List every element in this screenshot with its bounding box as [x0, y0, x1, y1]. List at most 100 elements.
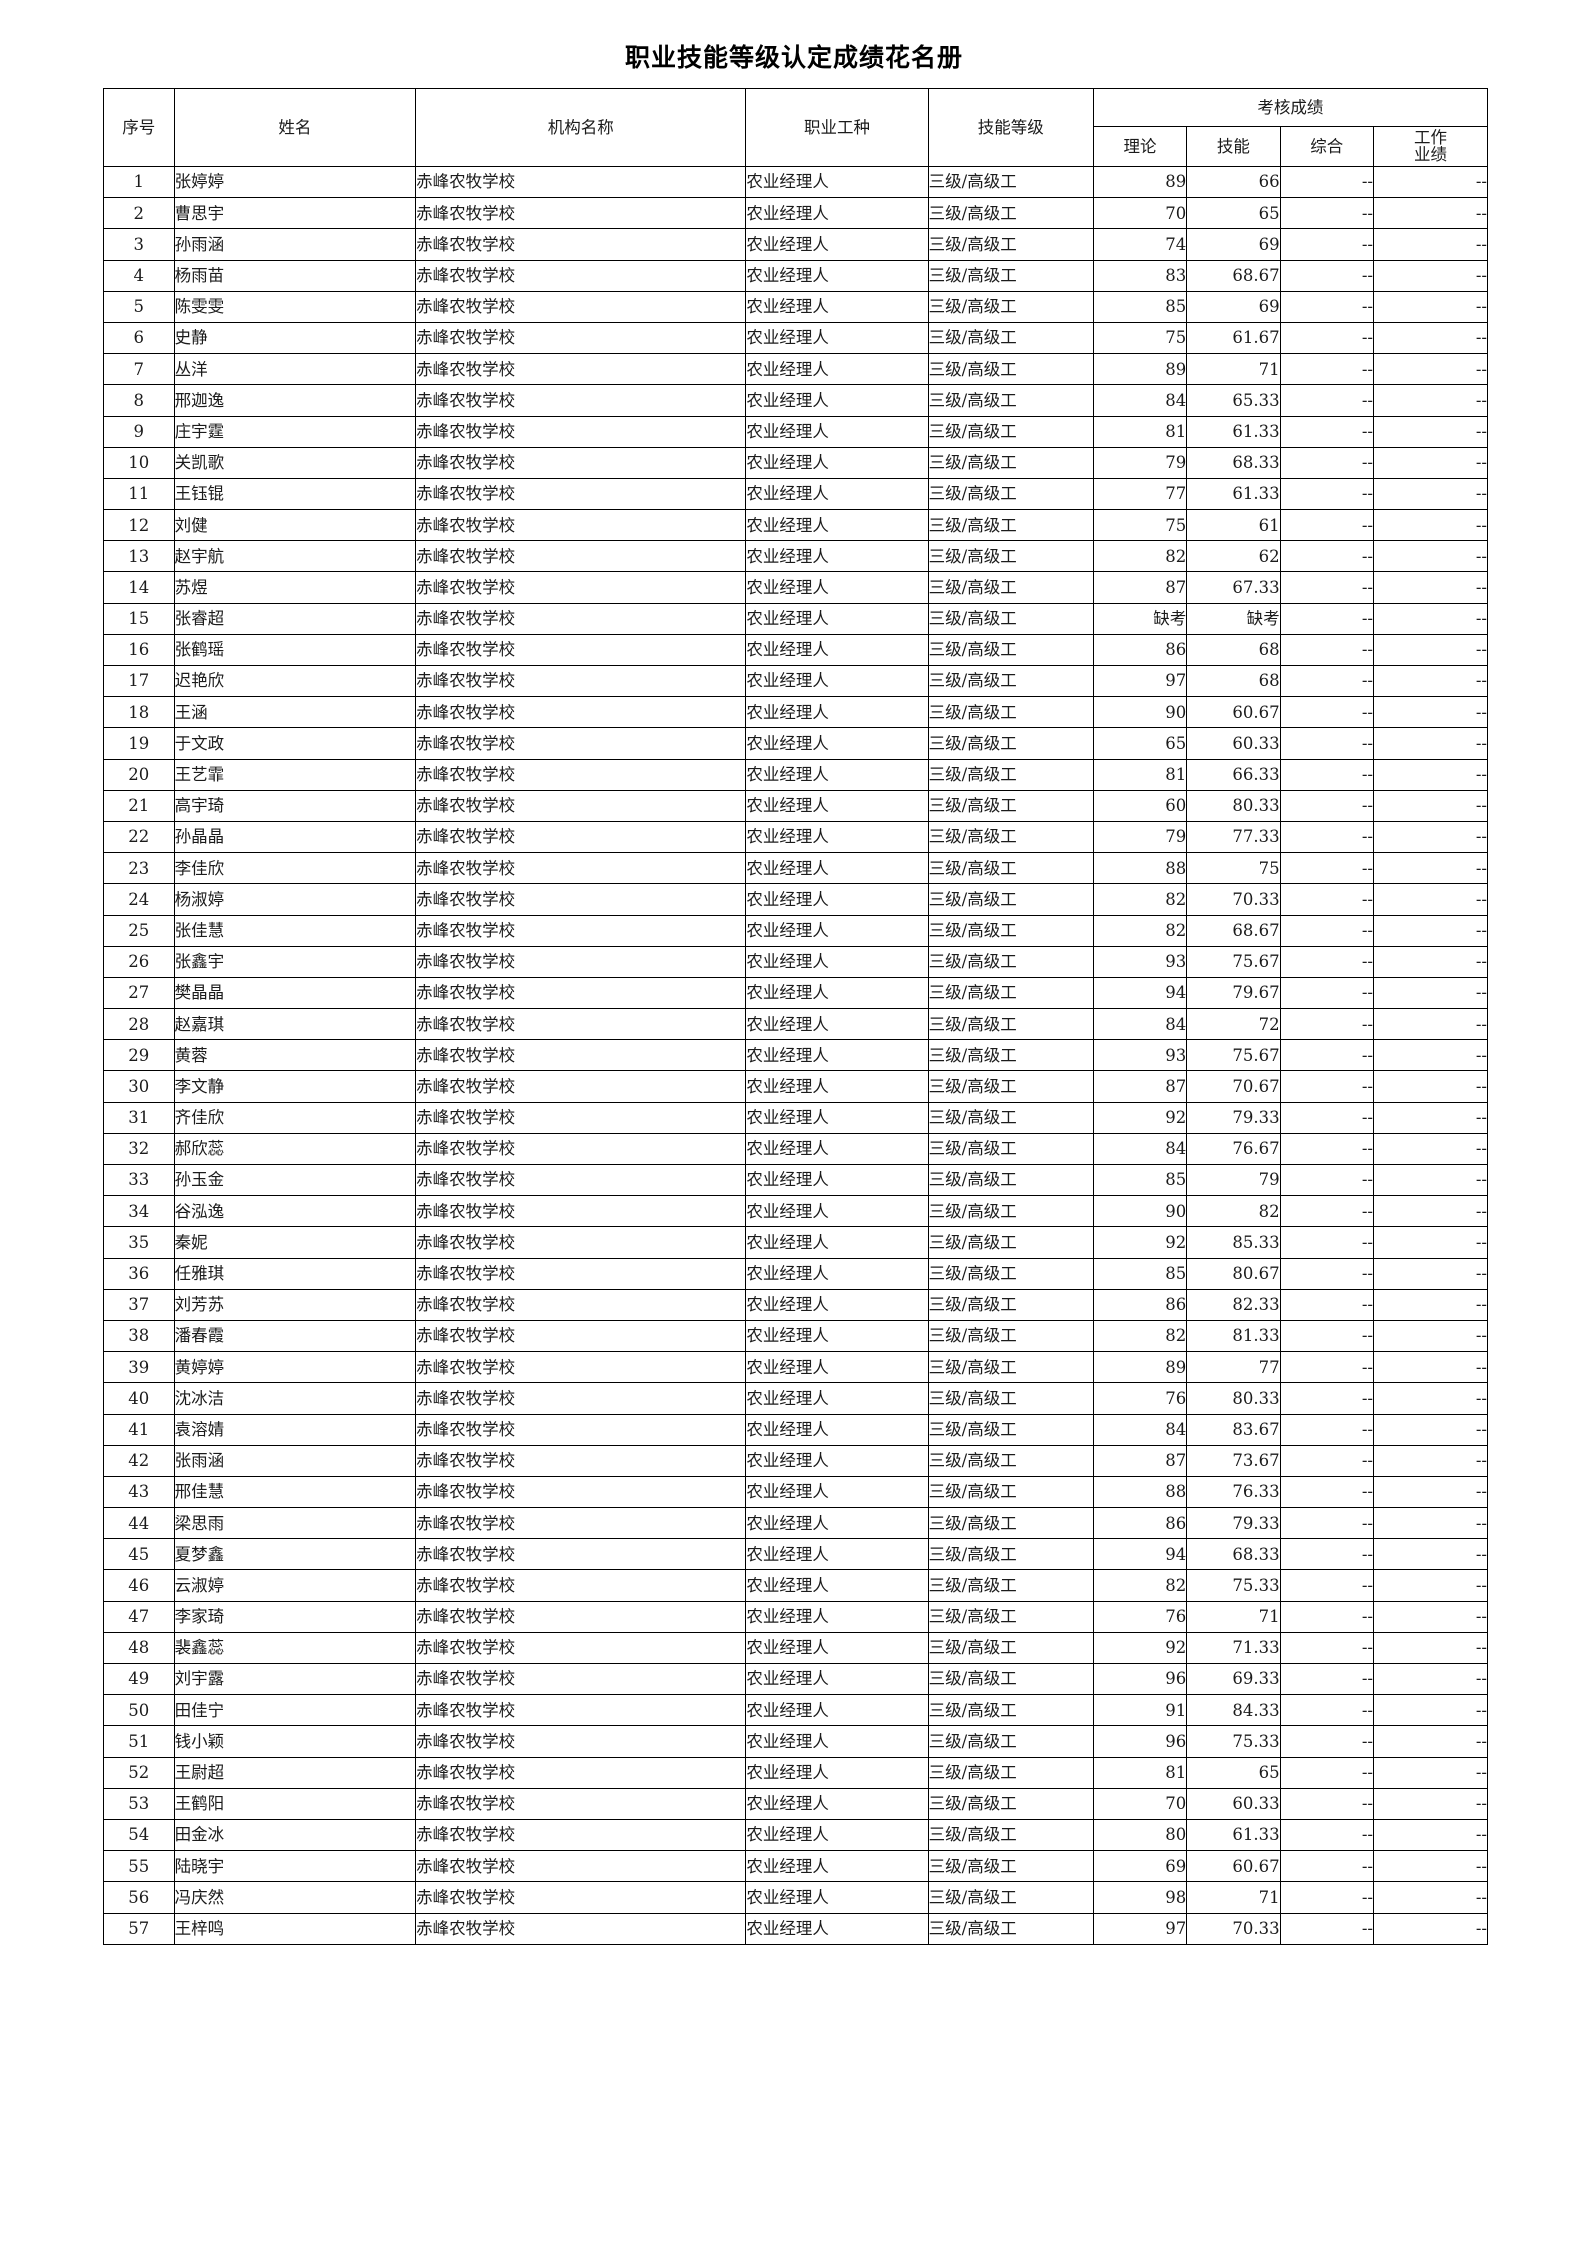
cell-work-performance: -- — [1373, 353, 1488, 386]
cell-comprehensive-score: -- — [1279, 446, 1375, 479]
cell-skill-score: 69 — [1186, 228, 1281, 261]
cell-organization: 赤峰农牧学校 — [415, 664, 747, 698]
cell-theory-score: 94 — [1092, 1538, 1188, 1571]
cell-name: 王涵 — [173, 696, 417, 729]
cell-comprehensive-score: -- — [1279, 1662, 1375, 1696]
cell-theory-score: 85 — [1092, 290, 1188, 323]
cell-comprehensive-score: -- — [1279, 1382, 1375, 1415]
cell-index: 13 — [103, 540, 175, 573]
table-row: 46 云淑婷 赤峰农牧学校 农业经理人 三级/高级工 82 75.33 -- -- — [103, 1569, 1488, 1602]
cell-index: 9 — [103, 415, 175, 448]
cell-name: 刘健 — [173, 509, 417, 542]
cell-skill-level: 三级/高级工 — [927, 1631, 1094, 1665]
table-row: 33 孙玉金 赤峰农牧学校 农业经理人 三级/高级工 85 79 -- -- — [103, 1163, 1488, 1197]
cell-skill-level: 三级/高级工 — [927, 820, 1094, 854]
cell-name: 李家琦 — [173, 1600, 417, 1633]
cell-index: 46 — [103, 1569, 175, 1602]
roster-table-container: 序号 姓名 机构名称 职业工种 技能等级 考核成绩 理论 技能 综合 工作 业绩 — [0, 88, 1588, 1945]
table-row: 30 李文静 赤峰农牧学校 农业经理人 三级/高级工 87 70.67 -- -- — [103, 1070, 1488, 1103]
table-row: 13 赵宇航 赤峰农牧学校 农业经理人 三级/高级工 82 62 -- -- — [103, 540, 1488, 573]
cell-work-performance: -- — [1373, 914, 1488, 947]
cell-theory-score: 84 — [1092, 1413, 1188, 1446]
cell-occupation: 农业经理人 — [745, 976, 929, 1010]
cell-organization: 赤峰农牧学校 — [415, 883, 747, 916]
cell-theory-score: 97 — [1092, 1912, 1188, 1945]
cell-work-performance: -- — [1373, 1756, 1488, 1789]
cell-name: 李文静 — [173, 1070, 417, 1103]
cell-comprehensive-score: -- — [1279, 1351, 1375, 1384]
cell-organization: 赤峰农牧学校 — [415, 1725, 747, 1758]
cell-occupation: 农业经理人 — [745, 1319, 929, 1353]
cell-index: 4 — [103, 259, 175, 292]
cell-work-performance: -- — [1373, 1850, 1488, 1883]
cell-skill-level: 三级/高级工 — [927, 1881, 1094, 1914]
table-row: 2 曹思宇 赤峰农牧学校 农业经理人 三级/高级工 70 65 -- -- — [103, 197, 1488, 230]
cell-name: 田佳宁 — [173, 1694, 417, 1727]
cell-work-performance: -- — [1373, 758, 1488, 791]
cell-organization: 赤峰农牧学校 — [415, 477, 747, 511]
cell-organization: 赤峰农牧学校 — [415, 1475, 747, 1509]
cell-organization: 赤峰农牧学校 — [415, 259, 747, 292]
cell-index: 24 — [103, 883, 175, 916]
cell-index: 44 — [103, 1507, 175, 1540]
cell-organization: 赤峰农牧学校 — [415, 1351, 747, 1384]
table-row: 21 高宇琦 赤峰农牧学校 农业经理人 三级/高级工 60 80.33 -- -- — [103, 789, 1488, 822]
cell-name: 陈雯雯 — [173, 290, 417, 323]
table-row: 6 史静 赤峰农牧学校 农业经理人 三级/高级工 75 61.67 -- -- — [103, 321, 1488, 355]
cell-organization: 赤峰农牧学校 — [415, 1756, 747, 1789]
cell-work-performance: -- — [1373, 1226, 1488, 1259]
cell-skill-level: 三级/高级工 — [927, 290, 1094, 323]
cell-name: 樊晶晶 — [173, 976, 417, 1010]
cell-organization: 赤峰农牧学校 — [415, 353, 747, 386]
cell-occupation: 农业经理人 — [745, 1694, 929, 1727]
cell-work-performance: -- — [1373, 384, 1488, 417]
cell-occupation: 农业经理人 — [745, 1070, 929, 1103]
cell-index: 31 — [103, 1101, 175, 1134]
cell-skill-level: 三级/高级工 — [927, 1101, 1094, 1134]
cell-theory-score: 92 — [1092, 1226, 1188, 1259]
roster-table: 序号 姓名 机构名称 职业工种 技能等级 考核成绩 理论 技能 综合 工作 业绩 — [103, 88, 1489, 1945]
cell-skill-score: 61.33 — [1186, 477, 1281, 511]
cell-work-performance: -- — [1373, 1538, 1488, 1571]
cell-index: 16 — [103, 633, 175, 667]
cell-skill-level: 三级/高级工 — [927, 758, 1094, 791]
cell-skill-level: 三级/高级工 — [927, 1413, 1094, 1446]
cell-occupation: 农业经理人 — [745, 1662, 929, 1696]
cell-work-performance: -- — [1373, 1163, 1488, 1197]
cell-theory-score: 87 — [1092, 1070, 1188, 1103]
cell-theory-score: 82 — [1092, 1569, 1188, 1602]
table-row: 37 刘芳苏 赤峰农牧学校 农业经理人 三级/高级工 86 82.33 -- -- — [103, 1288, 1488, 1321]
cell-work-performance: -- — [1373, 259, 1488, 292]
table-row: 52 王尉超 赤峰农牧学校 农业经理人 三级/高级工 81 65 -- -- — [103, 1756, 1488, 1789]
cell-comprehensive-score: -- — [1279, 415, 1375, 448]
cell-comprehensive-score: -- — [1279, 1163, 1375, 1197]
cell-skill-score: 82 — [1186, 1195, 1281, 1228]
cell-work-performance: -- — [1373, 945, 1488, 978]
cell-theory-score: 75 — [1092, 509, 1188, 542]
cell-organization: 赤峰农牧学校 — [415, 1413, 747, 1446]
cell-work-performance: -- — [1373, 1507, 1488, 1540]
cell-name: 庄宇霆 — [173, 415, 417, 448]
cell-work-performance: -- — [1373, 197, 1488, 230]
cell-work-performance: -- — [1373, 1351, 1488, 1384]
cell-skill-score: 81.33 — [1186, 1319, 1281, 1353]
cell-skill-score: 80.33 — [1186, 1382, 1281, 1415]
cell-theory-score: 81 — [1092, 1756, 1188, 1789]
cell-theory-score: 82 — [1092, 1319, 1188, 1353]
cell-skill-score: 68.33 — [1186, 446, 1281, 479]
cell-work-performance: -- — [1373, 883, 1488, 916]
table-row: 40 沈冰洁 赤峰农牧学校 农业经理人 三级/高级工 76 80.33 -- -- — [103, 1382, 1488, 1415]
cell-theory-score: 90 — [1092, 696, 1188, 729]
cell-skill-level: 三级/高级工 — [927, 1600, 1094, 1633]
cell-comprehensive-score: -- — [1279, 1288, 1375, 1321]
cell-name: 杨雨苗 — [173, 259, 417, 292]
column-header-comprehensive: 综合 — [1279, 125, 1375, 167]
cell-work-performance: -- — [1373, 696, 1488, 729]
cell-theory-score: 84 — [1092, 1008, 1188, 1041]
cell-comprehensive-score: -- — [1279, 571, 1375, 604]
cell-index: 50 — [103, 1694, 175, 1727]
cell-theory-score: 77 — [1092, 477, 1188, 511]
cell-occupation: 农业经理人 — [745, 1507, 929, 1540]
cell-skill-level: 三级/高级工 — [927, 696, 1094, 729]
cell-comprehensive-score: -- — [1279, 1257, 1375, 1290]
